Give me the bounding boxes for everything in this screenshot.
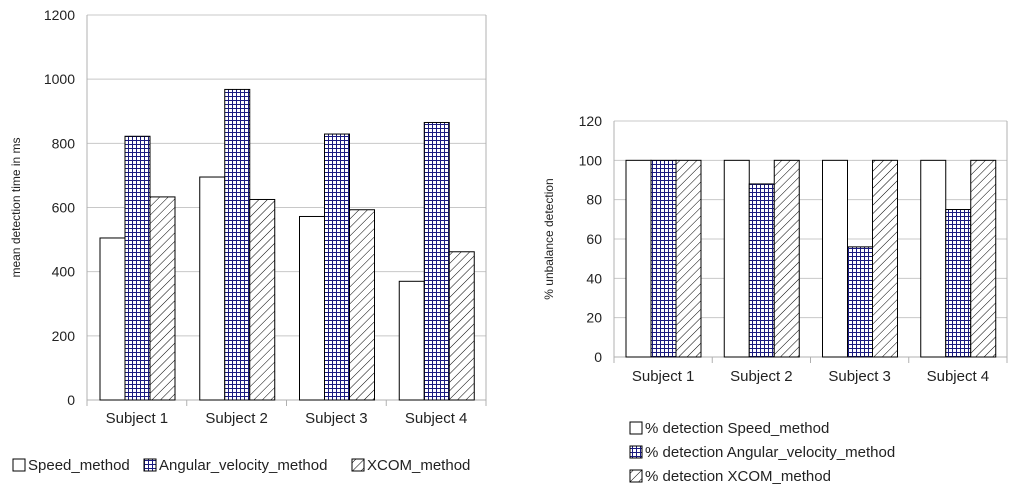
bar [299, 215, 325, 401]
bar [99, 237, 126, 401]
legend-label: % detection Speed_method [645, 420, 829, 437]
bar [872, 159, 898, 358]
bar [945, 209, 972, 358]
bar [423, 121, 450, 401]
y-tick-label: 400 [52, 264, 76, 280]
category-label: Subject 2 [205, 410, 268, 427]
bar [773, 159, 800, 358]
legend-label: % detection XCOM_method [645, 468, 831, 485]
bar [847, 246, 873, 358]
category-label: Subject 3 [305, 410, 368, 427]
y-tick-label: 80 [586, 192, 602, 208]
y-tick-label: 800 [52, 135, 76, 151]
legend-swatch [143, 458, 157, 472]
bar [723, 159, 750, 358]
bar [224, 88, 251, 401]
y-tick-label: 120 [579, 113, 603, 129]
y-axis-title: % unbalance detection [542, 178, 556, 299]
bar [675, 159, 702, 358]
y-tick-label: 100 [579, 152, 603, 168]
y-tick-label: 60 [586, 231, 602, 247]
legend-swatch [351, 458, 365, 472]
legend-swatch [629, 421, 643, 435]
bar [398, 280, 425, 401]
category-label: Subject 4 [405, 410, 468, 427]
legend-swatch [12, 458, 26, 472]
bar [748, 183, 775, 358]
bar [199, 176, 226, 401]
y-tick-label: 200 [52, 328, 76, 344]
detection-rate-chart: 0 20 40 60 80 100 120 Subject 1 Subject 2 Subject… [542, 113, 1008, 485]
legend-label: Angular_velocity_method [159, 457, 327, 474]
legend-label: XCOM_method [367, 457, 470, 474]
bar [920, 159, 947, 358]
category-label: Subject 1 [632, 368, 695, 385]
bar [249, 198, 276, 401]
y-axis-title: mean detection time in ms [9, 137, 23, 277]
bar [970, 159, 997, 358]
y-tick-label: 1000 [44, 71, 75, 87]
y-tick-label: 20 [586, 310, 602, 326]
bar [124, 135, 151, 401]
legend-label: % detection Angular_velocity_method [645, 444, 895, 461]
y-tick-label: 600 [52, 200, 76, 216]
bar [650, 159, 677, 358]
legend-label: Speed_method [28, 457, 130, 474]
bar [822, 159, 848, 358]
category-label: Subject 4 [927, 368, 990, 385]
category-label: Subject 1 [106, 410, 169, 427]
bar [448, 251, 475, 401]
category-label: Subject 2 [730, 368, 793, 385]
category-label: Subject 3 [828, 368, 891, 385]
bar [625, 159, 652, 358]
bar [149, 196, 176, 401]
bar [349, 209, 375, 401]
y-tick-label: 0 [594, 349, 602, 365]
legend-swatch [629, 445, 643, 459]
detection-time-chart: 0 200 400 600 800 1000 1200 Subject 1 Subject 2 S… [9, 7, 487, 474]
legend-swatch [629, 469, 643, 483]
y-tick-label: 1200 [44, 7, 75, 23]
bar [324, 133, 350, 401]
y-tick-label: 0 [67, 392, 75, 408]
y-tick-label: 40 [586, 270, 602, 286]
